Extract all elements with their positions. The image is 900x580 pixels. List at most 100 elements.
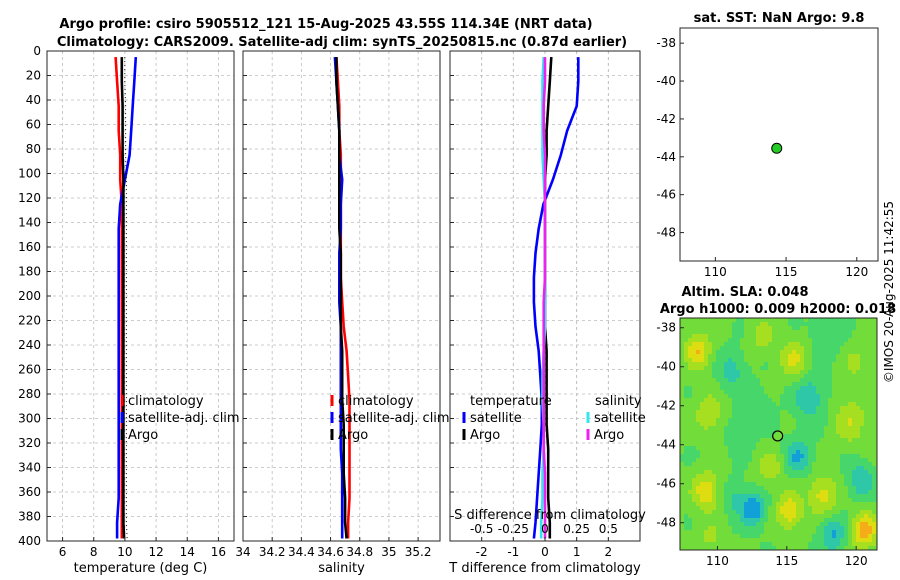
heatmap-cell <box>716 506 721 511</box>
heatmap-cell <box>772 450 777 455</box>
heatmap-cell <box>700 462 705 467</box>
heatmap-cell <box>868 414 873 419</box>
heatmap-cell <box>860 478 865 483</box>
heatmap-cell <box>732 478 737 483</box>
heatmap-cell <box>832 398 837 403</box>
x-tick-label: 34.8 <box>346 545 373 559</box>
heatmap-cell <box>828 526 833 531</box>
heatmap-cell <box>752 462 757 467</box>
heatmap-cell <box>868 494 873 499</box>
heatmap-cell <box>864 522 869 527</box>
heatmap-cell <box>840 334 845 339</box>
heatmap-cell <box>716 466 721 471</box>
heatmap-cell <box>872 530 877 535</box>
heatmap-cell <box>872 522 877 527</box>
heatmap-cell <box>760 354 765 359</box>
heatmap-cell <box>756 518 761 523</box>
heatmap-cell <box>768 510 773 515</box>
heatmap-cell <box>784 378 789 383</box>
heatmap-cell <box>872 346 877 351</box>
heatmap-cell <box>776 350 781 355</box>
heatmap-cell <box>728 366 733 371</box>
heatmap-cell <box>740 546 745 551</box>
heatmap-cell <box>780 338 785 343</box>
heatmap-cell <box>784 362 789 367</box>
heatmap-cell <box>692 434 697 439</box>
heatmap-cell <box>780 502 785 507</box>
x-tick-label: 35.2 <box>405 545 432 559</box>
heatmap-cell <box>740 530 745 535</box>
heatmap-cell <box>792 542 797 547</box>
heatmap-cell <box>808 318 813 323</box>
heatmap-cell <box>868 426 873 431</box>
heatmap-cell <box>852 546 857 551</box>
heatmap-cell <box>772 414 777 419</box>
heatmap-cell <box>680 534 685 539</box>
heatmap-cell <box>764 366 769 371</box>
heatmap-cell <box>824 326 829 331</box>
heatmap-cell <box>712 334 717 339</box>
heatmap-cell <box>764 434 769 439</box>
heatmap-cell <box>864 510 869 515</box>
heatmap-cell <box>736 342 741 347</box>
heatmap-cell <box>736 354 741 359</box>
heatmap-cell <box>784 446 789 451</box>
heatmap-cell <box>848 546 853 551</box>
heatmap-cell <box>704 322 709 327</box>
heatmap-cell <box>864 422 869 427</box>
heatmap-cell <box>820 522 825 527</box>
heatmap-cell <box>796 338 801 343</box>
heatmap-cell <box>796 430 801 435</box>
heatmap-cell <box>756 326 761 331</box>
legend-temp-argo-label: Argo <box>470 428 500 443</box>
heatmap-cell <box>716 510 721 515</box>
heatmap-cell <box>832 518 837 523</box>
heatmap-cell <box>844 526 849 531</box>
heatmap-cell <box>740 354 745 359</box>
heatmap-cell <box>700 322 705 327</box>
heatmap-cell <box>764 494 769 499</box>
heatmap-cell <box>760 390 765 395</box>
heatmap-cell <box>832 538 837 543</box>
heatmap-cell <box>780 358 785 363</box>
heatmap-cell <box>812 538 817 543</box>
x-tick-label: 16 <box>211 545 226 559</box>
heatmap-cell <box>808 470 813 475</box>
heatmap-cell <box>832 506 837 511</box>
heatmap-cell <box>856 486 861 491</box>
heatmap-cell <box>732 530 737 535</box>
heatmap-cell <box>820 478 825 483</box>
heatmap-cell <box>748 402 753 407</box>
heatmap-cell <box>780 526 785 531</box>
heatmap-cell <box>728 374 733 379</box>
heatmap-cell <box>772 362 777 367</box>
heatmap-cell <box>848 514 853 519</box>
heatmap-cell <box>808 330 813 335</box>
heatmap-cell <box>872 542 877 547</box>
heatmap-cell <box>700 466 705 471</box>
heatmap-cell <box>716 346 721 351</box>
heatmap-cell <box>720 530 725 535</box>
heatmap-cell <box>860 486 865 491</box>
heatmap-cell <box>692 442 697 447</box>
heatmap-cell <box>704 358 709 363</box>
heatmap-cell <box>756 498 761 503</box>
heatmap-cell <box>764 542 769 547</box>
heatmap-cell <box>784 486 789 491</box>
heatmap-cell <box>744 494 749 499</box>
heatmap-cell <box>772 518 777 523</box>
heatmap-cell <box>744 522 749 527</box>
heatmap-cell <box>796 494 801 499</box>
heatmap-cell <box>780 486 785 491</box>
heatmap-cell <box>832 358 837 363</box>
heatmap-cell <box>704 370 709 375</box>
heatmap-cell <box>872 334 877 339</box>
heatmap-cell <box>760 398 765 403</box>
heatmap-cell <box>684 518 689 523</box>
heatmap-cell <box>796 438 801 443</box>
heatmap-cell <box>812 494 817 499</box>
heatmap-cell <box>720 358 725 363</box>
heatmap-cell <box>864 498 869 503</box>
heatmap-cell <box>848 510 853 515</box>
heatmap-cell <box>756 466 761 471</box>
